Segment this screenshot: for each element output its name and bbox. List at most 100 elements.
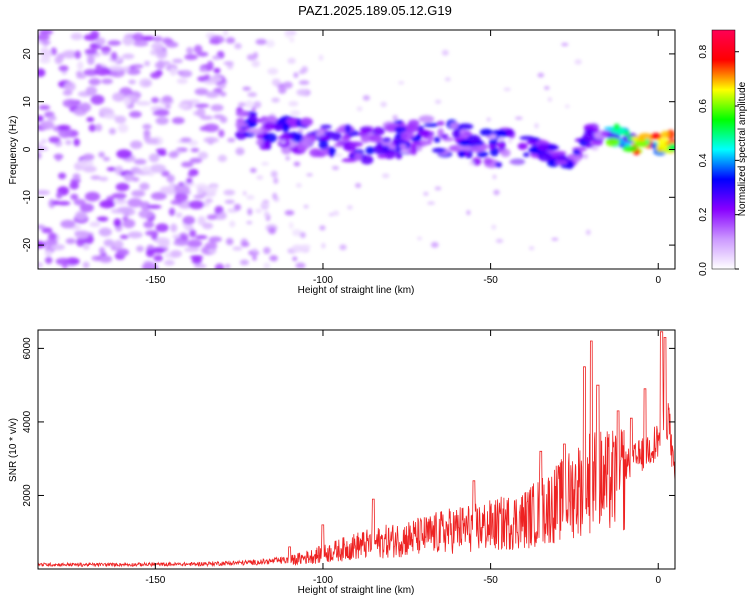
- heatmap-cell-402: [227, 137, 236, 143]
- heatmap-cell-326: [113, 199, 128, 205]
- heatmap-cell-214: [75, 210, 88, 221]
- heatmap-cell-227: [127, 231, 143, 239]
- heatmap-cell-368: [150, 72, 161, 79]
- heatmap-cell-172: [205, 198, 213, 203]
- heatmap-cell-677: [354, 152, 363, 161]
- heatmap-cell-183: [58, 128, 72, 139]
- heatmap-cell-225: [84, 48, 98, 55]
- y-tick-label-1: 4000: [22, 410, 33, 433]
- heatmap-cell-826: [427, 201, 435, 205]
- heatmap-cell-320: [148, 153, 160, 163]
- heatmap-cell-271: [44, 239, 58, 246]
- heatmap-cell-230: [44, 249, 53, 257]
- heatmap-cell-291: [114, 115, 127, 124]
- heatmap-cell-602: [523, 152, 530, 158]
- snr-frame: [37, 329, 676, 570]
- heatmap-cell-52: [175, 212, 183, 218]
- heatmap-cell-374: [177, 70, 184, 75]
- heatmap-cell-458: [293, 72, 299, 78]
- heatmap-cell-401: [229, 220, 236, 228]
- heatmap-cell-202: [142, 81, 152, 86]
- heatmap-cell-796: [306, 173, 313, 177]
- heatmap-cell-697: [554, 160, 568, 165]
- heatmap-cell-111: [218, 84, 226, 89]
- heatmap-cell-1: [155, 223, 169, 233]
- heatmap-cell-260: [206, 60, 214, 71]
- heatmap-cell-614: [483, 157, 493, 165]
- heatmap-cell-710: [365, 146, 375, 155]
- heatmap-cell-15: [133, 158, 147, 165]
- heatmap-cell-791: [339, 244, 347, 251]
- heatmap-cell-98: [103, 239, 115, 247]
- heatmap-cell-818: [434, 99, 442, 104]
- heatmap-cell-721: [330, 131, 342, 141]
- heatmap-cell-673: [488, 144, 495, 150]
- colorbar-tick-label-3: 0.6: [698, 99, 709, 113]
- heatmap-cell-201: [126, 68, 141, 76]
- heatmap-cell-158: [190, 147, 200, 153]
- heatmap-cell-712: [394, 126, 407, 134]
- heatmap-cell-305: [90, 30, 100, 40]
- heatmap-cell-306: [62, 89, 73, 96]
- heatmap-cell-841: [423, 191, 429, 196]
- heatmap-cell-269: [184, 247, 200, 253]
- heatmap-cell-312: [140, 201, 151, 211]
- heatmap-cell-367: [74, 230, 90, 240]
- heatmap-cell-771: [300, 117, 313, 127]
- heatmap-cell-217: [128, 79, 136, 85]
- heatmap-cell-139: [194, 103, 210, 108]
- heatmap-cell-705: [309, 148, 322, 158]
- heatmap-cell-104: [143, 221, 155, 229]
- heatmap-cell-801: [528, 246, 535, 251]
- heatmap-cell-364: [82, 153, 95, 161]
- heatmap-cell-708: [458, 139, 471, 147]
- heatmap-cell-460: [296, 88, 309, 96]
- heatmap-cell-755: [458, 151, 466, 158]
- heatmap-cell-846: [242, 191, 247, 196]
- heatmap-cell-758: [631, 136, 639, 142]
- heatmap-cell-272: [113, 218, 122, 228]
- heatmap-cell-667: [466, 134, 481, 144]
- heatmap-cell-335: [98, 227, 112, 237]
- heatmap-cell-652: [440, 133, 449, 139]
- heatmap-cell-89: [119, 234, 129, 240]
- heatmap-cell-186: [103, 113, 118, 120]
- heatmap-cell-75: [164, 104, 171, 110]
- heatmap-cell-762: [666, 144, 675, 152]
- heatmap-cell-24: [144, 60, 151, 67]
- heatmap-cell-156: [122, 216, 129, 221]
- heatmap-cell-785: [496, 129, 507, 139]
- heatmap-cell-40: [139, 182, 150, 191]
- heatmap-cell-300: [64, 81, 76, 92]
- heatmap-cell-376: [166, 174, 175, 183]
- heatmap-cell-432: [247, 208, 253, 216]
- heatmap-cell-330: [123, 66, 131, 73]
- heatmap-cell-674: [393, 119, 403, 125]
- heatmap-cell-844: [280, 140, 286, 144]
- heatmap-cell-816: [495, 238, 504, 244]
- heatmap-cell-301: [95, 37, 106, 46]
- snr-panel: -150 -100 -50 0 2000 4000 6000 Height of stra…: [8, 329, 676, 596]
- heatmap-cell-143: [163, 260, 175, 266]
- heatmap-cell-254: [38, 224, 46, 230]
- heatmap-cell-838: [237, 102, 246, 107]
- heatmap-cell-768: [248, 128, 264, 134]
- heatmap-cell-839: [332, 210, 340, 216]
- heatmap-cell-459: [246, 54, 257, 61]
- heatmap-cell-495: [476, 151, 489, 158]
- heatmap-cell-267: [86, 117, 95, 122]
- heatmap-cell-148: [39, 47, 49, 53]
- heatmap-cell-19: [122, 218, 136, 229]
- heatmap-cell-788: [395, 150, 403, 160]
- heatmap-cell-352: [121, 53, 135, 60]
- heatmap-cell-427: [242, 86, 251, 91]
- heatmap-cell-346: [165, 41, 179, 48]
- heatmap-cell-585: [495, 161, 503, 168]
- heatmap-cell-682: [495, 142, 505, 147]
- heatmap-cell-559: [509, 159, 525, 165]
- heatmap-cell-447: [262, 199, 270, 204]
- heatmap-cell-328: [153, 254, 164, 262]
- heatmap-cell-233: [107, 40, 122, 46]
- heatmap-cell-726: [585, 143, 594, 149]
- heatmap-cell-175: [65, 238, 76, 245]
